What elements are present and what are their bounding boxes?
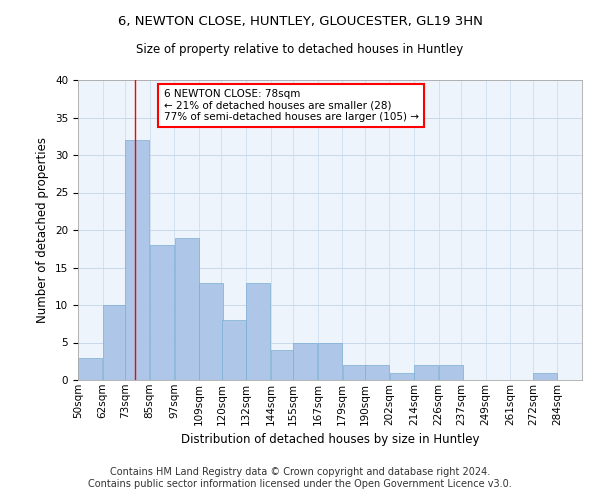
Bar bbox=[247, 282, 270, 380]
Bar bbox=[415, 365, 438, 380]
Bar bbox=[125, 140, 149, 380]
Text: Size of property relative to detached houses in Huntley: Size of property relative to detached ho… bbox=[136, 42, 464, 56]
Bar bbox=[199, 282, 223, 380]
Text: Contains HM Land Registry data © Crown copyright and database right 2024.
Contai: Contains HM Land Registry data © Crown c… bbox=[88, 468, 512, 489]
Bar bbox=[103, 305, 127, 380]
Bar bbox=[79, 358, 102, 380]
X-axis label: Distribution of detached houses by size in Huntley: Distribution of detached houses by size … bbox=[181, 433, 479, 446]
Bar bbox=[271, 350, 295, 380]
Bar bbox=[150, 245, 174, 380]
Bar bbox=[318, 342, 342, 380]
Bar bbox=[439, 365, 463, 380]
Bar bbox=[390, 372, 413, 380]
Text: 6 NEWTON CLOSE: 78sqm
← 21% of detached houses are smaller (28)
77% of semi-deta: 6 NEWTON CLOSE: 78sqm ← 21% of detached … bbox=[164, 89, 419, 122]
Bar bbox=[533, 372, 557, 380]
Bar bbox=[365, 365, 389, 380]
Text: 6, NEWTON CLOSE, HUNTLEY, GLOUCESTER, GL19 3HN: 6, NEWTON CLOSE, HUNTLEY, GLOUCESTER, GL… bbox=[118, 15, 482, 28]
Bar bbox=[175, 238, 199, 380]
Y-axis label: Number of detached properties: Number of detached properties bbox=[37, 137, 49, 323]
Bar bbox=[222, 320, 245, 380]
Bar bbox=[293, 342, 317, 380]
Bar bbox=[343, 365, 367, 380]
